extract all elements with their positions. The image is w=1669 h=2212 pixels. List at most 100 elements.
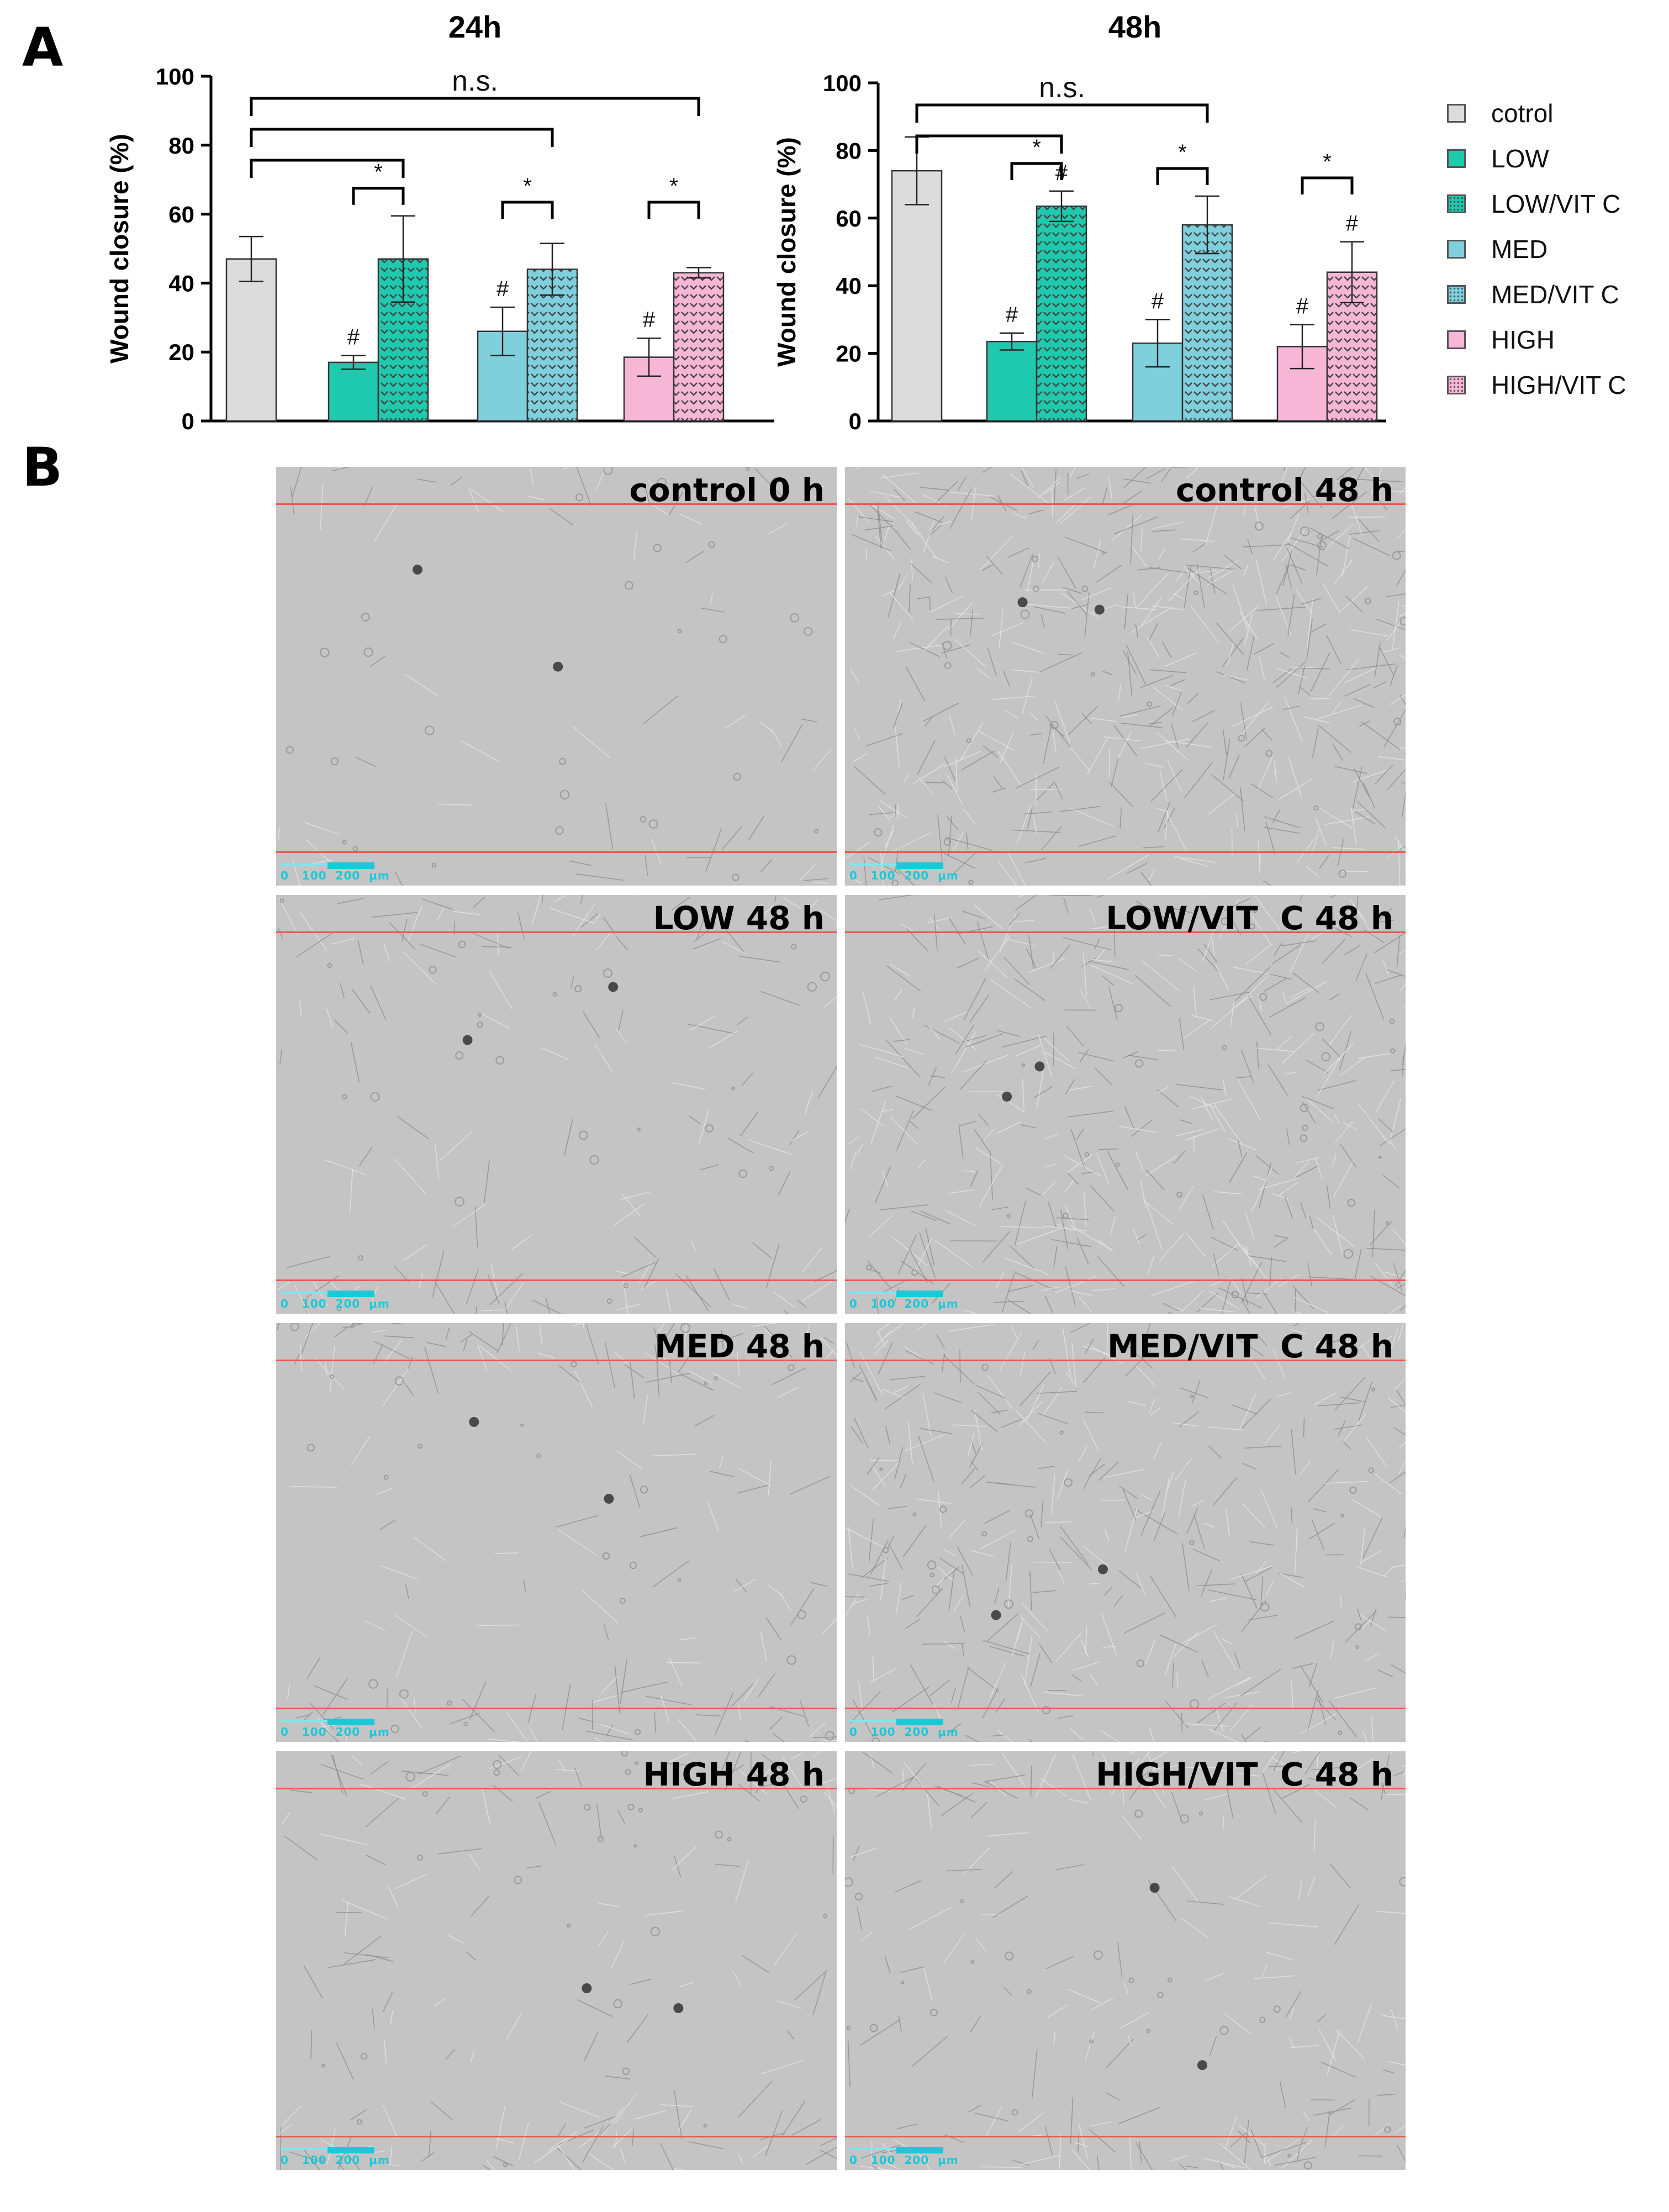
legend-swatch: [1447, 240, 1466, 259]
micrograph-panel: control 0 h 0 100 200 µm: [276, 467, 837, 886]
legend-label: LOW/VIT C: [1491, 189, 1621, 218]
micrograph-image: [276, 1323, 837, 1742]
significance-label: *: [1032, 135, 1041, 160]
scale-bar-label: 0 100 200 µm: [281, 1297, 390, 1310]
legend-swatch: [1447, 194, 1466, 213]
hash-mark: #: [1296, 294, 1309, 319]
scale-bar-label: 0 100 200 µm: [849, 1297, 959, 1310]
y-tick-label: 40: [168, 270, 194, 296]
significance-label: n.s.: [452, 65, 498, 97]
micrograph-image: [276, 895, 837, 1314]
scale-bar: 0 100 200 µm: [281, 860, 424, 882]
micrograph-panel: LOW 48 h 0 100 200 µm: [276, 895, 837, 1314]
hash-mark: #: [347, 325, 360, 349]
micrograph-panel: control 48 h 0 100 200 µm: [845, 467, 1406, 886]
micrograph-caption: control 0 h: [629, 471, 825, 509]
wound-edge-line: [276, 503, 837, 505]
legend-item: HIGH: [1447, 323, 1555, 356]
micrograph-caption: LOW 48 h: [653, 899, 825, 937]
legend-label: MED/VIT C: [1491, 280, 1619, 309]
hash-mark: #: [643, 308, 656, 332]
bar: [1036, 206, 1087, 422]
bar: [986, 340, 1038, 422]
legend-label: cotrol: [1491, 99, 1554, 128]
hash-mark: #: [497, 277, 509, 301]
significance-bracket: [1156, 167, 1209, 186]
y-tick-label: 80: [168, 133, 194, 159]
chart-24h: 24h Wound closure (%) 0 20 40 60 80 100 # # # n.s. *…: [105, 9, 774, 434]
scale-bar-label: 0 100 200 µm: [281, 2153, 390, 2167]
hash-mark: #: [1346, 212, 1359, 236]
y-axis-label: Wound closure (%): [105, 134, 134, 364]
micrograph-panel: LOW/VIT C 48 h 0 100 200 µm: [845, 895, 1406, 1314]
y-tick-label: 60: [168, 202, 194, 228]
significance-bracket: [250, 128, 554, 147]
chart-title: 48h: [1108, 9, 1162, 44]
legend-label: LOW: [1491, 144, 1549, 173]
legend-item: LOW: [1447, 142, 1549, 175]
scale-bar: 0 100 200 µm: [281, 1288, 424, 1310]
significance-bracket: [1301, 176, 1354, 194]
scale-bar: 0 100 200 µm: [849, 1288, 993, 1310]
micrograph-panel: HIGH/VIT C 48 h 0 100 200 µm: [845, 1751, 1406, 2170]
micrograph-image: [845, 1751, 1406, 2170]
wound-edge-line: [276, 1708, 837, 1709]
legend-item: MED/VIT C: [1447, 278, 1619, 311]
significance-label: *: [523, 174, 532, 198]
y-tick-label: 100: [156, 64, 194, 89]
significance-label: n.s.: [1039, 72, 1085, 104]
y-tick-label: 20: [836, 341, 862, 367]
wound-edge-line: [845, 851, 1406, 853]
micrograph-image: [276, 467, 837, 886]
micrograph-panel: HIGH 48 h 0 100 200 µm: [276, 1751, 837, 2170]
legend-swatch: [1447, 104, 1466, 123]
micrograph-panel: MED 48 h 0 100 200 µm: [276, 1323, 837, 1742]
legend-item: HIGH/VIT C: [1447, 368, 1626, 402]
legend-label: MED: [1491, 235, 1548, 264]
significance-bracket: [352, 187, 405, 205]
panel-label-b: B: [22, 436, 63, 498]
significance-bracket: [647, 201, 700, 219]
y-tick-label: 100: [823, 70, 862, 96]
scale-bar-label: 0 100 200 µm: [849, 1725, 959, 1739]
scale-bar-label: 0 100 200 µm: [281, 869, 390, 882]
micrograph-image: [845, 1323, 1406, 1742]
scale-bar-label: 0 100 200 µm: [849, 2153, 959, 2167]
micrograph-caption: MED/VIT C 48 h: [1107, 1328, 1393, 1365]
legend-swatch: [1447, 149, 1466, 168]
micrograph-image: [276, 1751, 837, 2170]
significance-label: *: [669, 174, 678, 198]
wound-edge-line: [845, 931, 1406, 933]
significance-label: *: [1178, 140, 1187, 165]
micrograph-caption: MED 48 h: [654, 1328, 825, 1365]
y-tick-label: 60: [836, 206, 862, 231]
legend-swatch: [1447, 330, 1466, 349]
micrograph-caption: HIGH 48 h: [643, 1756, 825, 1793]
wound-edge-line: [845, 1360, 1406, 1361]
panel-label-a: A: [22, 17, 64, 78]
y-tick-label: 80: [836, 138, 862, 164]
y-tick-label: 0: [182, 408, 194, 434]
wound-edge-line: [276, 1788, 837, 1789]
chart-title: 24h: [448, 9, 502, 44]
scale-bar: 0 100 200 µm: [849, 1716, 993, 1739]
bar: [673, 272, 725, 422]
wound-edge-line: [845, 2136, 1406, 2137]
micrograph-image: [845, 467, 1406, 886]
hash-mark: #: [1006, 303, 1018, 327]
y-axis-label: Wound closure (%): [772, 137, 801, 367]
hash-mark: #: [1152, 289, 1164, 313]
y-tick-label: 40: [836, 273, 862, 299]
micrograph-caption: HIGH/VIT C 48 h: [1096, 1756, 1393, 1793]
legend-swatch: [1447, 285, 1466, 304]
legend-swatch: [1447, 376, 1466, 394]
significance-bracket: [501, 201, 554, 219]
significance-bracket: [1010, 162, 1063, 180]
wound-edge-line: [845, 1788, 1406, 1789]
significance-bracket: [915, 134, 1063, 154]
scale-bar: 0 100 200 µm: [281, 2145, 424, 2167]
wound-edge-line: [276, 2136, 837, 2137]
wound-edge-line: [276, 1279, 837, 1281]
significance-label: *: [374, 160, 383, 185]
